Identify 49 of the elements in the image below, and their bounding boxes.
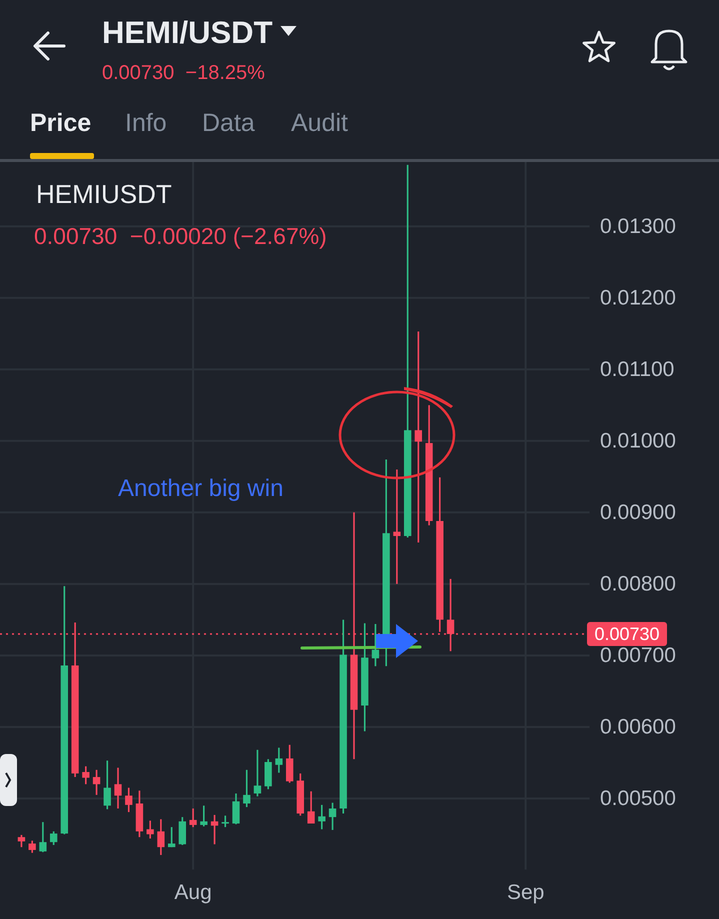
candlestick [222,814,229,828]
x-tick-label: Aug [174,880,212,904]
text: Price [30,109,92,137]
y-tick-label: 0.00900 [600,501,676,524]
candlestick [189,808,197,828]
y-tick-label: 0.00500 [600,787,676,810]
candlestick [275,746,283,774]
y-tick-label: 0.00800 [600,572,676,596]
candlestick [18,834,26,848]
candlestick [82,766,90,785]
text: Audit [291,109,348,137]
y-tick-label: 0.01000 [600,430,676,453]
candlestick [232,792,240,826]
candlestick [414,330,422,544]
candlestick [393,468,401,585]
candlestick [254,749,262,798]
candlestick [125,786,132,813]
annotation: HEMIUSDT [36,179,172,209]
y-tick-label: 0.00700 [600,644,676,668]
candlestick [157,818,165,856]
y-tick-label: 0.01100 [600,358,674,382]
candlestick [178,816,186,846]
candlestick [286,744,294,784]
y-tick-label: 0.01200 [600,286,676,310]
candlestick [39,821,47,853]
candlestick [328,802,336,831]
x-tick-label: Sep [506,880,544,904]
candlestick [200,804,208,828]
candlestick [28,840,36,854]
candlestick [92,769,100,796]
candlestick [210,814,218,846]
candlestick [146,820,154,840]
candlestick [114,766,122,810]
annotation: Another big win [118,475,284,502]
candlestick [50,830,58,846]
annotation: 0.00730 −0.00020 (−2.67%) [34,223,327,249]
candlestick [307,790,315,824]
text: Data [202,109,255,137]
candlestick [372,623,380,667]
candlestick [318,804,326,830]
ref-line-label: 0.00730 [594,624,660,644]
y-tick-label: 0.00600 [600,716,676,739]
chart-subtitle: 0.00730 −18.25% [102,62,266,84]
text: Info [125,109,167,137]
chart-title: HEMI/USDT [102,15,273,50]
candlestick [243,769,250,808]
candlestick [168,826,176,848]
candlestick [104,760,111,810]
y-tick-label: 0.01300 [600,215,676,238]
